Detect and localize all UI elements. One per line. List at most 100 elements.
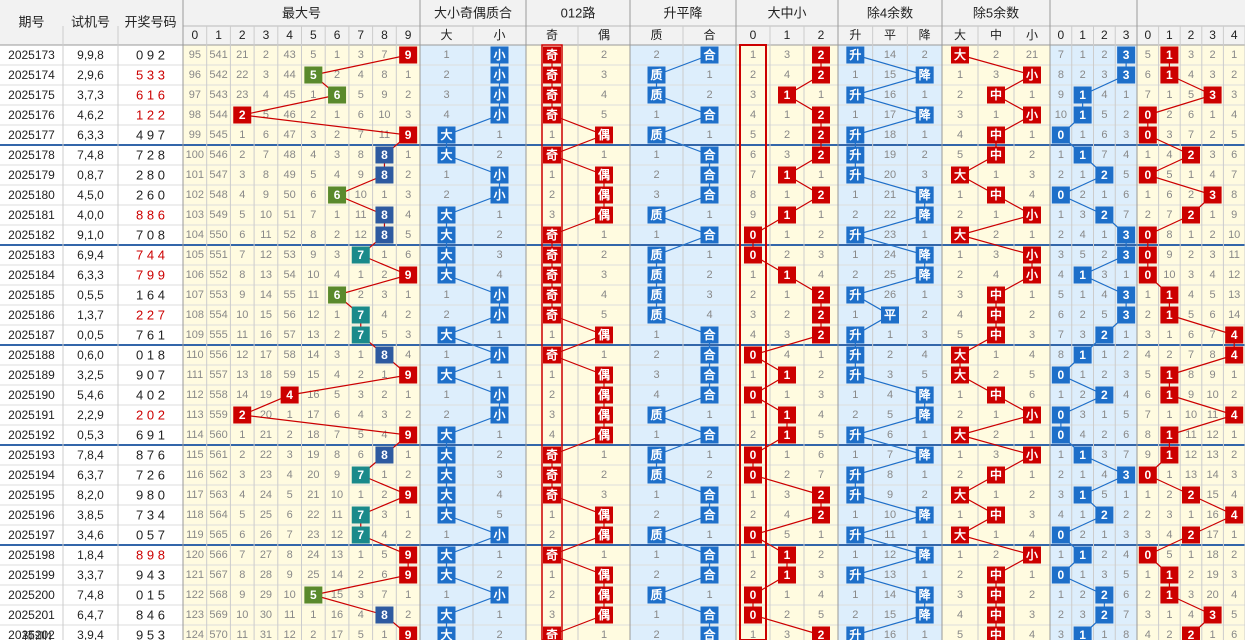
omission-spj: 1 — [922, 529, 928, 541]
omission-m5: 2 — [1166, 109, 1172, 121]
hit-box-jo — [595, 326, 613, 344]
omission-max: 11 — [355, 209, 366, 221]
hit-box-dzx — [1023, 406, 1041, 424]
omission-max: 18 — [260, 369, 272, 381]
hit-box-max — [399, 46, 418, 64]
hit-label-dx: 大 — [440, 507, 452, 522]
omission-max: 1 — [405, 389, 411, 401]
omission-zh: 3 — [706, 289, 712, 301]
omission-jo: 2 — [601, 49, 607, 61]
omission-m4: 1 — [1080, 289, 1086, 301]
hit-box-spj — [846, 146, 865, 164]
test-cell: 6,3,3 — [77, 268, 104, 282]
hit-box-max — [304, 66, 323, 84]
group-header-spj: 除4余数 — [867, 6, 913, 21]
omission-dzx: 2 — [957, 269, 963, 281]
hit-label-r012: 2 — [818, 48, 825, 62]
hit-box-zh — [700, 46, 719, 64]
omission-max: 11 — [308, 289, 319, 301]
omission-max: 5 — [358, 89, 364, 101]
period-cell: 2025181 — [8, 208, 55, 222]
omission-spj: 16 — [884, 89, 896, 101]
hit-box-jo — [595, 186, 613, 204]
omission-r012: 1 — [818, 529, 824, 541]
omission-spj: 4 — [922, 349, 928, 361]
hit-label-r012: 1 — [784, 168, 791, 182]
omission-m5: 3 — [1210, 249, 1216, 261]
omission-m4: 2 — [1101, 429, 1107, 441]
omission-spj: 19 — [884, 149, 896, 161]
omission-max: 11 — [379, 129, 390, 141]
omission-m4: 5 — [1123, 569, 1129, 581]
hit-box-dx — [490, 386, 509, 404]
test-cell: 7,8,4 — [77, 448, 104, 462]
omission-m4: 7 — [1123, 209, 1129, 221]
omission-max: 10 — [236, 609, 248, 621]
draw-cell: 7 3 4 — [136, 508, 165, 523]
hit-label-dx: 小 — [493, 587, 505, 602]
omission-max: 569 — [209, 609, 227, 621]
omission-spj: 2 — [852, 209, 858, 221]
omission-zh: 1 — [706, 69, 712, 81]
omission-m5: 5 — [1188, 309, 1194, 321]
hit-label-zh: 质 — [650, 287, 662, 302]
omission-dx: 2 — [496, 629, 502, 640]
omission-max: 17 — [331, 629, 343, 640]
omission-max: 14 — [331, 569, 343, 581]
omission-r012: 7 — [818, 469, 824, 481]
hit-box-dx — [490, 166, 509, 184]
omission-max: 10 — [378, 109, 390, 121]
hit-label-zh: 质 — [650, 207, 662, 222]
hit-label-jo: 偶 — [598, 387, 610, 402]
hit-box-m5 — [1160, 306, 1179, 324]
hit-box-max — [375, 206, 394, 224]
omission-max: 3 — [381, 509, 387, 521]
hit-label-dzx: 大 — [954, 527, 966, 542]
hit-label-spj: 降 — [919, 187, 932, 202]
omission-dx: 1 — [496, 329, 502, 341]
draw-cell: 5 3 3 — [136, 68, 165, 83]
hit-label-spj: 升 — [849, 287, 861, 302]
omission-zh: 1 — [653, 549, 659, 561]
omission-dx: 4 — [443, 109, 449, 121]
omission-r012: 6 — [818, 449, 824, 461]
omission-max: 12 — [307, 309, 319, 321]
omission-max: 8 — [263, 169, 269, 181]
omission-max: 99 — [189, 129, 201, 141]
omission-dzx: 1 — [957, 549, 963, 561]
omission-max: 1 — [358, 549, 364, 561]
omission-max: 2 — [405, 409, 411, 421]
omission-m5: 8 — [1210, 349, 1216, 361]
hit-label-m4: 1 — [1079, 628, 1086, 640]
footer-label: 预测1 — [23, 630, 54, 640]
hit-box-jo — [595, 406, 613, 424]
omission-m5: 1 — [1210, 629, 1216, 640]
hit-label-spj: 升 — [849, 47, 861, 62]
hit-box-max — [233, 406, 252, 424]
hit-label-dx: 小 — [493, 187, 505, 202]
omission-max: 121 — [186, 569, 204, 581]
omission-dx: 1 — [443, 49, 449, 61]
omission-m4: 9 — [1058, 89, 1064, 101]
hit-box-jo — [595, 526, 613, 544]
period-cell: 2025178 — [8, 148, 55, 162]
hit-box-max — [351, 326, 370, 344]
period-cell: 2025191 — [8, 408, 55, 422]
test-cell: 3,7,3 — [77, 88, 104, 102]
hit-box-jo — [595, 506, 613, 524]
sub-header-max-1: 1 — [215, 28, 222, 42]
hit-box-jo — [595, 126, 613, 144]
omission-spj: 13 — [884, 569, 896, 581]
omission-max: 2 — [405, 89, 411, 101]
hit-box-spj — [846, 326, 865, 344]
hit-box-m4 — [1051, 366, 1070, 384]
hit-box-r012 — [778, 166, 796, 184]
hit-label-jo: 偶 — [598, 327, 610, 342]
hit-box-jo — [543, 346, 561, 364]
omission-jo: 2 — [549, 589, 555, 601]
omission-max: 2 — [310, 109, 316, 121]
hit-label-m5: 2 — [1188, 208, 1195, 222]
hit-box-zh — [700, 366, 719, 384]
omission-m4: 3 — [1080, 329, 1086, 341]
